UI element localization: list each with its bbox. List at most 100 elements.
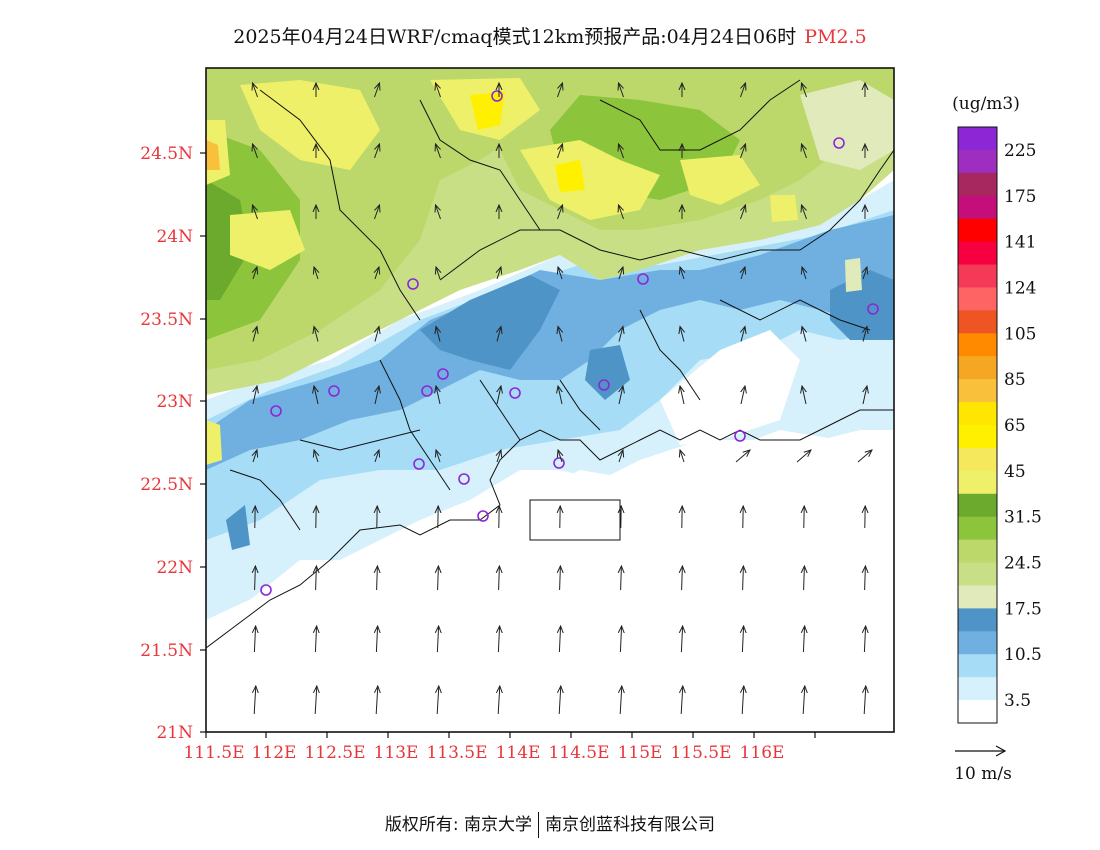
station-marker [491,90,503,102]
legend-swatch [958,516,997,541]
title-pollutant: PM2.5 [804,26,867,48]
station-marker [833,137,845,149]
wind-arrow [620,626,621,653]
latitude-labels: 24.5N 24N 23.5N 23N 22.5N 22N 21.5N 21N [140,144,193,743]
wind-arrow [558,83,563,98]
legend-label: 45 [1004,462,1026,482]
station-marker [734,430,746,442]
lon-label: 113E [374,743,419,763]
wind-arrow [804,566,805,591]
lon-label: 115.5E [670,743,731,763]
station-marker [421,385,433,397]
wind-arrow [253,386,257,405]
wind-arrow [741,144,746,159]
wind-arrow [438,566,439,591]
wind-arrow [375,83,380,98]
legend-label: 24.5 [1004,554,1042,574]
title-main: 2025年04月24日WRF/cmaq模式12km预报产品:04月24日06时 [233,26,797,48]
wind-arrow [680,267,684,280]
legend-frame [957,126,998,724]
wind-arrow [253,450,257,463]
legend-swatch [958,654,997,678]
wind-arrow [802,386,806,405]
wind-vectors [253,83,873,715]
legend-swatch [958,562,997,586]
wind-arrow [742,626,743,653]
wind-arrow [680,327,684,342]
lon-label: 114E [496,743,541,763]
wind-arrow [619,267,623,280]
province-boundary [259,89,421,321]
wind-arrow [619,144,624,159]
wind-arrow [802,267,806,280]
legend-swatch [958,287,997,311]
lon-label: 114.5E [548,743,609,763]
wind-arrow [497,450,501,463]
wind-scale-arrowhead [995,745,1007,757]
footer-separator [538,812,540,838]
wind-arrow [865,566,866,591]
wind-arrow [741,386,745,405]
legend-swatch [958,310,997,334]
wind-arrow [375,205,380,220]
wind-arrow [803,686,805,715]
wind-arrow [436,144,441,159]
station-marker [458,473,470,485]
legend-label: 17.5 [1004,599,1042,619]
wind-arrow [375,327,379,342]
color-legend: (ug/m3) 225 175 141 124 105 85 65 45 31.5 24.5 17.… [952,94,1042,784]
legend-swatch [958,493,997,518]
wind-scale-label: 10 m/s [954,764,1012,784]
station-marker [867,303,879,315]
legend-label: 10.5 [1004,645,1042,665]
wind-arrow [558,327,562,342]
copyright-footer: 版权所有: 南京大学 南京创蓝科技有限公司 [0,810,1100,838]
station-marker [260,584,272,596]
station-marker [509,387,521,399]
boundaries [206,79,894,649]
wind-arrow [376,626,377,653]
wind-arrow [314,386,318,405]
lat-label: 23.5N [140,310,193,330]
legend-swatch [958,264,997,288]
lat-label: 22.5N [140,475,193,495]
footer-right: 南京创蓝科技有限公司 [545,815,716,835]
wind-arrow [680,450,684,463]
wind-arrow [314,267,318,280]
legend-labels: 225 175 141 124 105 85 65 45 31.5 24.5 17.5 10.5 3.5 [1004,141,1042,711]
legend-swatch [958,631,997,655]
wind-arrow [802,205,807,220]
legend-label: 141 [1004,233,1036,253]
station-markers [260,90,879,596]
station-marker [553,457,565,469]
legend-swatch [958,379,997,403]
wind-arrow [253,205,258,220]
legend-swatch [958,608,997,632]
legend-label: 65 [1004,416,1026,436]
wind-arrow [558,450,562,463]
wind-arrow [436,450,440,463]
wind-arrow [498,686,500,715]
station-marker [328,385,340,397]
wind-arrow [863,327,867,342]
legend-swatch [958,539,997,564]
lat-label: 24.5N [140,144,193,164]
hong-kong-box [529,499,621,541]
wind-arrow [681,626,682,653]
legend-label: 105 [1004,324,1036,344]
wind-arrow [497,386,501,405]
wind-arrow [558,205,563,220]
wind-arrow [802,144,807,159]
longitude-labels: 111.5E 112E 112.5E 113E 113.5E 114E 114.… [183,743,784,763]
wind-arrow [375,386,379,405]
wind-arrow [620,686,622,715]
lon-label: 111.5E [183,743,244,763]
wind-arrow [743,566,744,591]
lat-label: 21.5N [140,641,193,661]
wind-arrow [498,626,499,653]
wind-arrow [499,566,500,591]
legend-swatch [958,402,997,426]
wind-arrow [803,626,804,653]
lat-label: 22N [156,558,193,578]
